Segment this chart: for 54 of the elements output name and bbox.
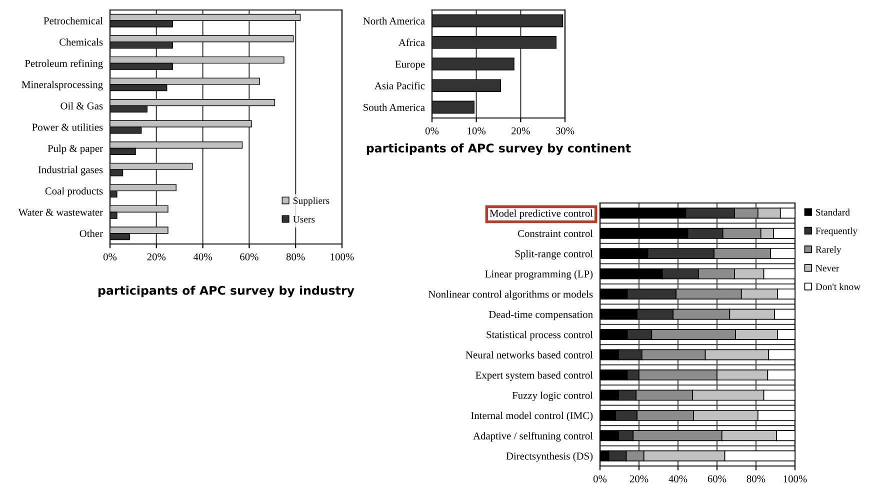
y-tick-label: Pulp & paper [48,144,103,154]
x-tick-label: 0% [425,127,439,134]
legend-label: Standard [816,208,850,216]
legend-label: Frequently [816,227,858,236]
y-tick-label: Statistical process control [486,330,593,340]
x-tick-label: 20% [512,127,530,134]
y-tick-label: Model predictive control [490,210,593,219]
y-tick-label: Petroleum refining [24,60,103,70]
legend-label: Never [816,264,840,272]
legend-label: Don't know [816,283,861,290]
y-tick-label: Neural networks based control [466,351,593,358]
legend-label: Rarely [816,246,842,255]
y-tick-label: Mineralsprocessing [22,80,103,90]
y-tick-label: Asia Pacific [374,82,425,90]
y-tick-label: Constraint control [518,230,593,238]
y-tick-label: Petrochemical [44,17,103,24]
legend-label: Users [293,216,315,223]
x-tick-label: 60% [708,475,726,482]
x-tick-label: 20% [630,475,648,482]
y-tick-label: Directsynthesis (DS) [506,452,593,462]
legend-label: Suppliers [294,197,330,206]
text: participants of APC survey by continent [366,143,631,155]
y-tick-label: South America [364,104,425,111]
y-tick-label: Split-range control [515,250,593,260]
x-tick-label: 20% [147,253,166,260]
y-tick-label: Coal products [45,187,103,197]
x-tick-label: 40% [668,475,688,482]
y-tick-label: Adaptive / selftuning control [473,432,593,442]
x-tick-label: 80% [286,253,305,260]
y-tick-label: Water & wastewater [18,208,103,216]
y-tick-label: Industrial gases [38,166,103,176]
y-tick-label: Other [80,230,103,238]
x-tick-label: 100% [784,475,807,482]
y-tick-label: Fuzzy logic control [512,392,593,402]
y-tick-label: Africa [398,38,425,46]
y-tick-label: Linear programming (LP) [485,270,593,280]
y-tick-label: Europe [395,60,425,70]
y-tick-label: Expert system based control [476,371,593,381]
x-tick-label: 40% [193,253,212,260]
y-tick-label: Internal model control (IMC) [471,412,593,422]
x-tick-label: 10% [468,127,486,134]
y-tick-label: Dead-time compensation [488,310,593,320]
x-tick-label: 0% [103,253,117,260]
x-tick-label: 100% [330,253,354,260]
y-tick-label: Power & utilities [32,123,103,131]
y-tick-label: North America [363,17,425,25]
x-tick-label: 0% [593,475,607,482]
x-tick-label: 60% [240,253,258,260]
y-tick-label: Nonlinear control algorithms or models [428,290,593,300]
x-tick-label: 30% [556,127,574,134]
text: participants of APC survey by industry [98,286,354,298]
y-tick-label: Chemicals [60,38,103,46]
y-tick-label: Oil & Gas [60,102,103,110]
x-tick-label: 80% [746,475,766,482]
